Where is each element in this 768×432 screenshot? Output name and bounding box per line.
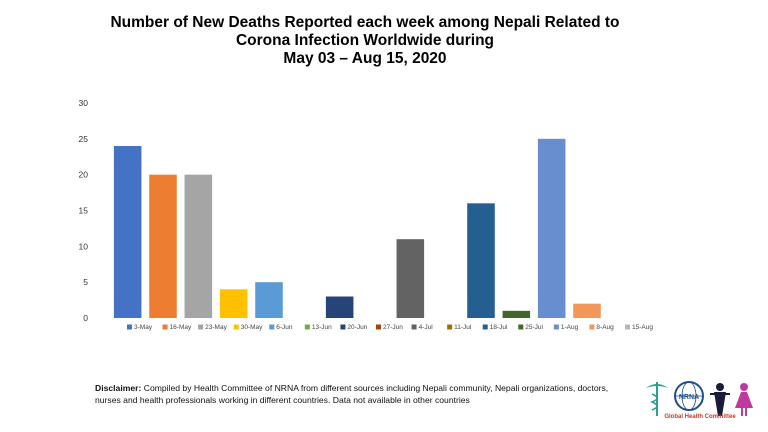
nrna-logo: NRNA bbox=[646, 381, 753, 416]
caduceus-icon bbox=[646, 382, 668, 416]
legend-label: 1-Aug bbox=[561, 324, 579, 331]
disclaimer-label: Disclaimer: bbox=[95, 383, 142, 393]
chart-title-line-1: Number of New Deaths Reported each week … bbox=[110, 14, 620, 31]
legend-item-1-Aug: 1-Aug bbox=[553, 324, 579, 331]
legend-item-6-Jun: 6-Jun bbox=[269, 324, 293, 331]
legend-swatch bbox=[162, 324, 168, 330]
y-tick-label: 25 bbox=[79, 134, 89, 144]
legend-swatch bbox=[198, 324, 204, 330]
bar-30-May bbox=[219, 289, 248, 318]
chart-title: Number of New Deaths Reported each week … bbox=[40, 14, 690, 68]
legend-swatch bbox=[269, 324, 275, 330]
bar-1-Aug bbox=[537, 138, 566, 318]
legend-label: 8-Aug bbox=[596, 324, 614, 331]
bar-23-May bbox=[184, 174, 213, 318]
legend-item-8-Aug: 8-Aug bbox=[589, 324, 614, 331]
y-tick-label: 15 bbox=[79, 206, 89, 216]
legend-item-18-Jul: 18-Jul bbox=[482, 324, 508, 331]
y-tick-label: 0 bbox=[83, 313, 88, 323]
y-tick-label: 5 bbox=[83, 277, 88, 287]
legend-label: 13-Jun bbox=[312, 324, 332, 331]
legend-swatch bbox=[304, 324, 310, 330]
y-tick-label: 10 bbox=[79, 241, 89, 251]
legend-label: 3-May bbox=[134, 324, 153, 331]
legend-label: 25-Jul bbox=[525, 324, 543, 331]
y-tick-label: 20 bbox=[79, 170, 89, 180]
legend-swatch bbox=[340, 324, 346, 330]
y-tick-label: 30 bbox=[79, 98, 89, 108]
legend-item-25-Jul: 25-Jul bbox=[518, 324, 544, 331]
bar-16-May bbox=[149, 174, 177, 318]
legend-item-13-Jun: 13-Jun bbox=[304, 324, 332, 331]
logo-badge-text: NRNA bbox=[679, 394, 699, 401]
bar-20-Jun bbox=[325, 296, 354, 318]
person-icon bbox=[710, 383, 730, 416]
legend-swatch bbox=[411, 324, 417, 330]
bar-3-May bbox=[113, 146, 142, 318]
y-axis: 0 5 10 15 20 25 30 bbox=[79, 98, 89, 323]
legend-swatch bbox=[376, 324, 381, 330]
legend-item-11-Jul: 11-Jul bbox=[447, 324, 472, 331]
bars bbox=[113, 138, 601, 318]
legend-item-30-May: 30-May bbox=[233, 324, 263, 331]
legend-label: 23-May bbox=[205, 324, 227, 331]
legend-item-16-May: 16-May bbox=[162, 324, 192, 331]
legend-label: 15-Aug bbox=[632, 324, 653, 331]
legend-label: 20-Jun bbox=[347, 324, 367, 331]
legend-swatch bbox=[233, 324, 239, 330]
woman-icon bbox=[735, 383, 753, 416]
legend-swatch bbox=[447, 324, 453, 330]
legend-item-3-May: 3-May bbox=[127, 324, 153, 331]
legend-item-20-Jun: 20-Jun bbox=[340, 324, 368, 331]
chart-title-line-3: May 03 – Aug 15, 2020 bbox=[283, 50, 447, 67]
legend-label: 6-Jun bbox=[276, 324, 293, 331]
legend-swatch bbox=[625, 324, 630, 330]
legend-label: 11-Jul bbox=[454, 324, 472, 331]
legend-swatch bbox=[553, 324, 559, 330]
legend: 3-May 16-May 23-May 30-May 6-Jun 13-Jun 20-Jun… bbox=[127, 324, 653, 331]
globe-icon: NRNA bbox=[674, 381, 704, 411]
legend-label: 4-Jul bbox=[419, 324, 434, 331]
legend-swatch bbox=[518, 324, 524, 330]
bar-18-Jul bbox=[467, 203, 495, 318]
chart-title-line-2: Corona Infection Worldwide during bbox=[235, 32, 495, 49]
legend-label: 27-Jun bbox=[383, 324, 403, 331]
legend-label: 16-May bbox=[170, 324, 192, 331]
bar-8-Aug bbox=[573, 303, 601, 318]
legend-swatch bbox=[589, 324, 595, 330]
legend-item-4-Jul: 4-Jul bbox=[411, 324, 434, 331]
disclaimer-text: Compiled by Health Committee of NRNA fro… bbox=[95, 383, 609, 405]
legend-swatch bbox=[482, 324, 488, 330]
logo-caption: Global Health Committee bbox=[664, 414, 736, 420]
legend-item-23-May: 23-May bbox=[198, 324, 228, 331]
legend-item-27-Jun: 27-Jun bbox=[376, 324, 403, 331]
legend-label: 18-Jul bbox=[490, 324, 508, 331]
legend-item-15-Aug: 15-Aug bbox=[625, 324, 653, 331]
bar-25-Jul bbox=[502, 310, 531, 318]
bar-4-Jul bbox=[396, 239, 425, 318]
legend-label: 30-May bbox=[241, 324, 263, 331]
disclaimer: Disclaimer: Compiled by Health Committee… bbox=[95, 382, 635, 406]
bar-6-Jun bbox=[255, 282, 283, 318]
legend-swatch bbox=[127, 324, 132, 330]
